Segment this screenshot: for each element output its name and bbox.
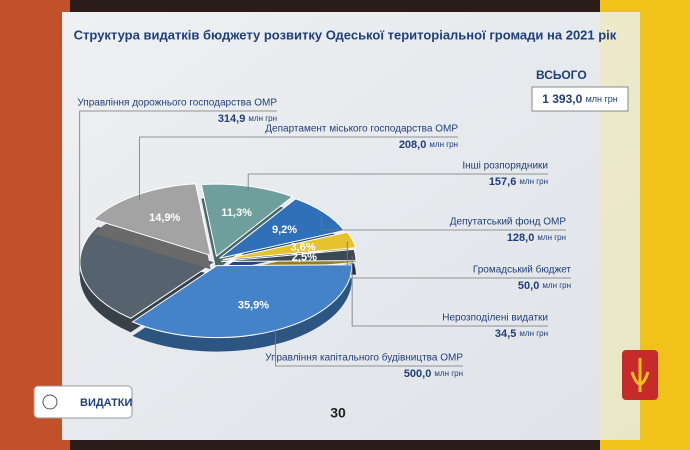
amount: 34,5 [495,328,516,340]
slice [131,264,353,339]
slice [92,183,212,257]
leader-line [275,327,463,367]
amount: 128,0 [507,232,535,244]
amount-unit: млн грн [519,329,548,338]
page-number: 30 [330,405,346,421]
value-label: 3,6% [291,241,316,253]
category-label: Управління дорожнього господарства ОМР [77,98,277,109]
emblem-anchor [630,358,650,392]
amount-unit: млн грн [519,177,548,186]
leader-line [247,173,548,191]
amount-unit: млн грн [429,140,458,149]
chart-title: Структура видатків бюджету розвитку Одес… [74,27,617,42]
slice [200,183,294,258]
leader-line [351,255,548,327]
total-label: ВСЬОГО [536,68,587,82]
amount-unit: млн грн [248,114,277,123]
amount: 500,0 [404,368,432,380]
nav-button[interactable] [33,385,133,419]
value-label: 2,5% [292,251,317,263]
total: 1 393,0 млн грн [542,92,618,106]
amount: 314,9 [218,113,246,125]
amount-label: 500,0 млн грн [404,368,463,380]
amount: 50,0 [518,280,539,292]
amount-unit: млн грн [542,281,571,290]
category-label: Департамент міського господарства ОМР [265,124,458,135]
amount-label: 208,0 млн грн [399,139,458,151]
amount: 157,6 [489,176,517,188]
left-edge [0,0,70,450]
labels: Управління дорожнього господарства ОМР 31… [77,98,571,380]
amount-label: 314,9 млн грн [218,113,277,125]
category-label: Інші розпорядники [462,161,548,172]
slice-group: 14,9% [92,183,212,270]
value-label: 14,9% [149,212,180,224]
amount-unit: млн грн [434,369,463,378]
leader-line [321,215,566,231]
slice-group: 11,3% [200,183,294,271]
button-label[interactable]: ВИДАТКИ [80,397,133,409]
leader-line [139,136,458,201]
category-label: Управління капітального будівництва ОМР [265,352,463,364]
slice-group [79,225,217,333]
amount-label: 128,0 млн грн [507,232,566,244]
value-label: 35,9% [238,300,269,312]
category-label: Депутатський фонд ОМР [450,216,567,228]
amount-label: 157,6 млн грн [489,176,548,188]
amount-label: 50,0 млн грн [518,280,571,292]
slice [79,225,217,319]
value-label: 11,3% [221,207,252,219]
total-box [531,86,629,112]
category-label: Нерозподілені видатки [442,313,548,324]
pie: 14,9% 11,3% 9,2% 3,6%2,5% 35,9% [79,183,357,352]
leader-line [346,241,571,279]
slice [220,248,357,262]
value-label: 9,2% [272,224,297,236]
amount-unit: млн грн [537,233,566,242]
slice [222,231,357,261]
amount-label: 34,5 млн грн [495,328,548,340]
category-label: Громадський бюджет [473,264,572,276]
total-unit: млн грн [586,94,618,104]
total-value: 1 393,0 [542,92,582,106]
leader-line [79,110,277,276]
button-icon [42,394,58,410]
slice-group: 35,9% [131,264,353,352]
amount: 208,0 [399,139,427,151]
